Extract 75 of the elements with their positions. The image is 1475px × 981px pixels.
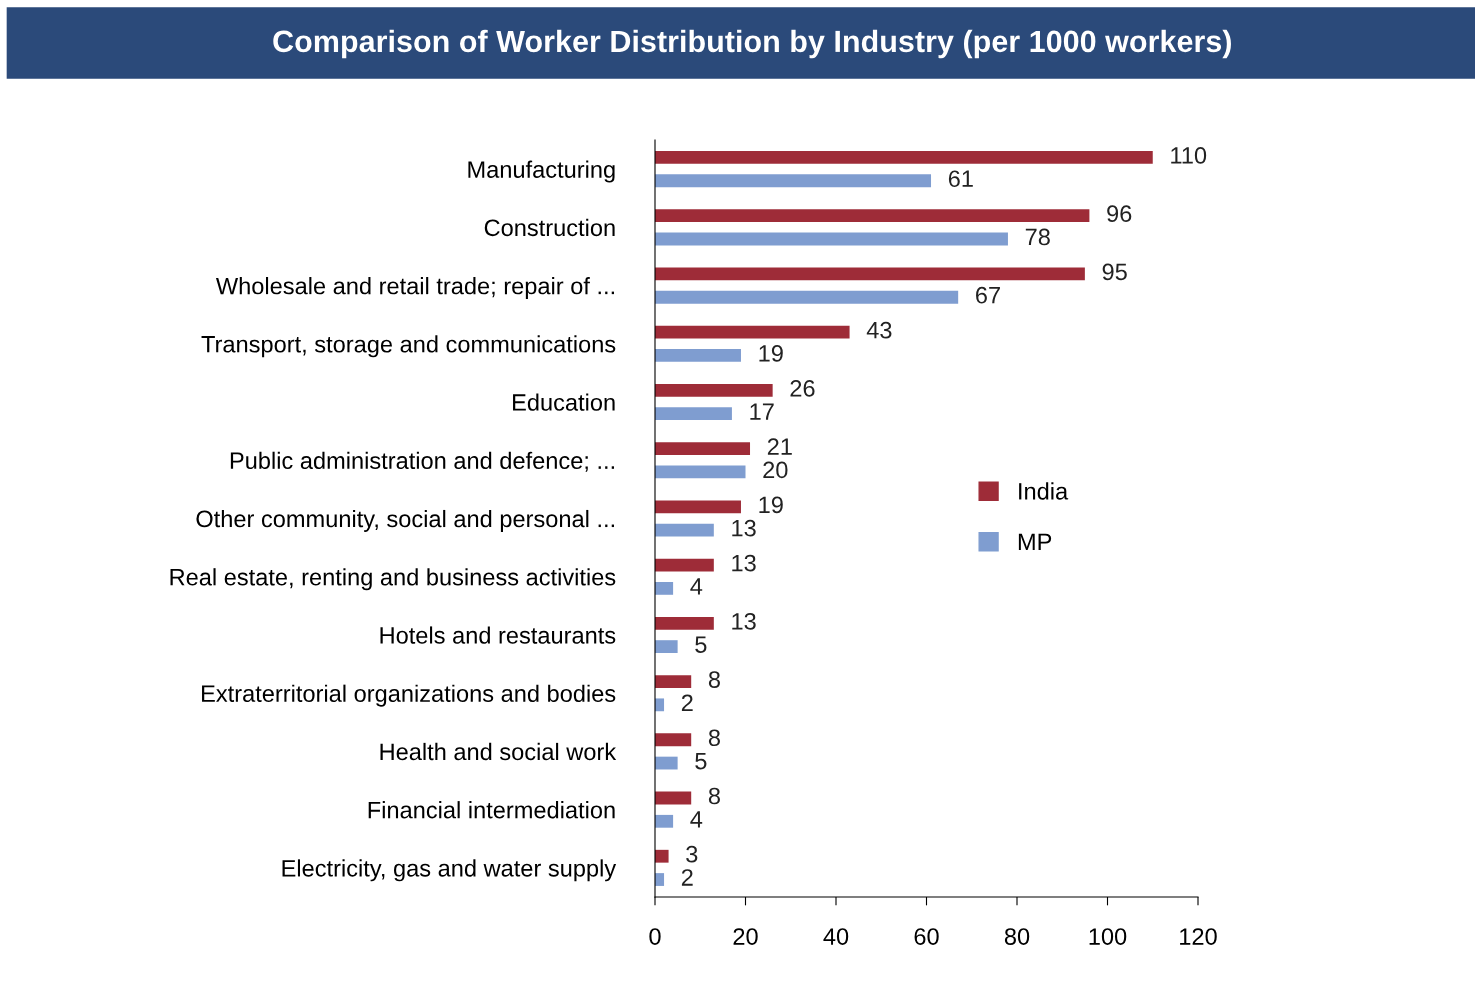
x-tick-label: 20 [733,928,758,945]
bar [655,174,932,188]
data-label: 67 [976,286,1000,304]
y-tick-label: Manufacturing [468,160,615,183]
bar [655,290,959,304]
bar [655,581,674,595]
data-label: 110 [1171,147,1207,164]
y-tick-label: Other community, social and personal ... [196,509,614,532]
legend-label: MP [1018,533,1052,550]
bar [655,698,665,712]
data-label: 78 [1025,228,1050,246]
bar [655,733,692,747]
bar [655,873,665,886]
bar [655,814,674,828]
bar [655,558,714,572]
data-label: 5 [695,752,707,770]
bar [655,349,741,362]
data-label: 96 [1107,205,1132,223]
bar [655,523,714,537]
x-tick-label: 60 [914,928,939,945]
data-label: 13 [732,612,756,630]
y-tick-label: Financial intermediation [368,801,615,819]
bar [655,209,1090,223]
data-label: 4 [690,578,703,595]
x-tick-label: 100 [1089,928,1127,945]
y-tick-label: Hotels and restaurants [380,626,616,644]
x-tick-label: 40 [823,928,849,945]
bar [655,232,1008,246]
bar [655,616,714,630]
y-tick-label: Education [513,393,615,411]
data-label: 95 [1102,263,1127,281]
data-label: 43 [866,321,892,339]
data-label: 13 [732,554,756,572]
bar [655,500,741,514]
data-label: 2 [681,869,693,886]
data-label: 2 [681,694,693,711]
y-tick-label: Wholesale and retail trade; repair of ... [215,277,614,300]
data-label: 13 [732,519,756,537]
bar [655,407,732,421]
data-label: 3 [686,845,698,863]
x-tick-label: 80 [1004,928,1030,945]
data-label: 21 [767,438,792,455]
bar [655,151,1153,164]
bar [655,640,678,654]
y-tick-label: Transport, storage and communications [201,335,616,358]
y-tick-label: Extraterritorial organizations and bodies [202,684,616,707]
chart-title: Comparison of Worker Distribution by Industry (per 1000 workers) [273,29,1231,59]
x-tick-label: 120 [1180,928,1217,945]
bar [655,267,1085,281]
data-label: 8 [708,729,720,747]
data-label: 4 [690,811,703,828]
bar [655,383,773,397]
data-label: 5 [695,636,707,653]
data-label: 26 [790,380,815,397]
y-tick-label: Electricity, gas and water supply [282,859,617,882]
bar [655,849,669,863]
data-label: 8 [708,787,720,805]
bar [655,465,746,479]
bar [655,675,692,688]
legend-label: India [1019,482,1069,500]
bar [655,442,751,456]
data-label: 17 [750,403,774,420]
data-label: 19 [759,496,783,514]
data-label: 61 [948,170,973,188]
bar [655,756,678,770]
data-label: 8 [708,671,720,688]
y-tick-label: Health and social work [380,742,617,761]
bar [655,791,692,805]
data-label: 20 [763,461,788,479]
y-tick-label: Public administration and defence; ... [230,451,614,472]
bar [655,325,850,339]
x-tick-label: 0 [649,928,661,945]
y-tick-label: Real estate, renting and business activities [170,568,616,591]
y-tick-label: Construction [484,218,615,237]
data-label: 19 [759,345,783,362]
